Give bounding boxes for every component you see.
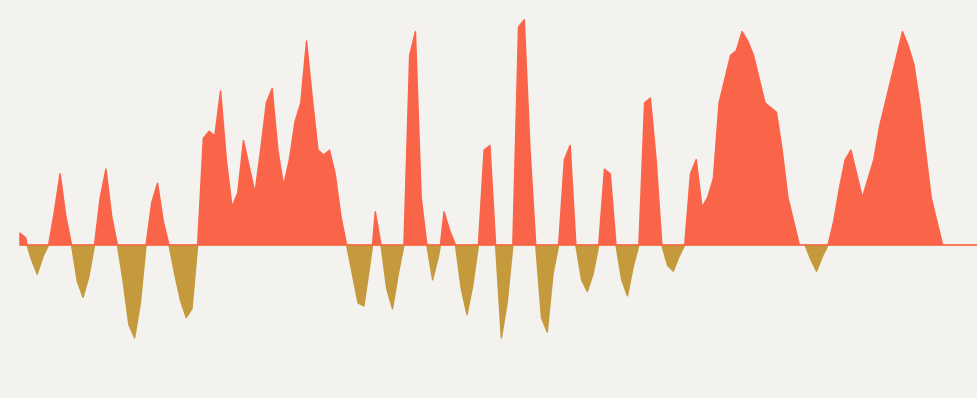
- positive-area: [19, 19, 977, 246]
- area-series: [19, 19, 977, 339]
